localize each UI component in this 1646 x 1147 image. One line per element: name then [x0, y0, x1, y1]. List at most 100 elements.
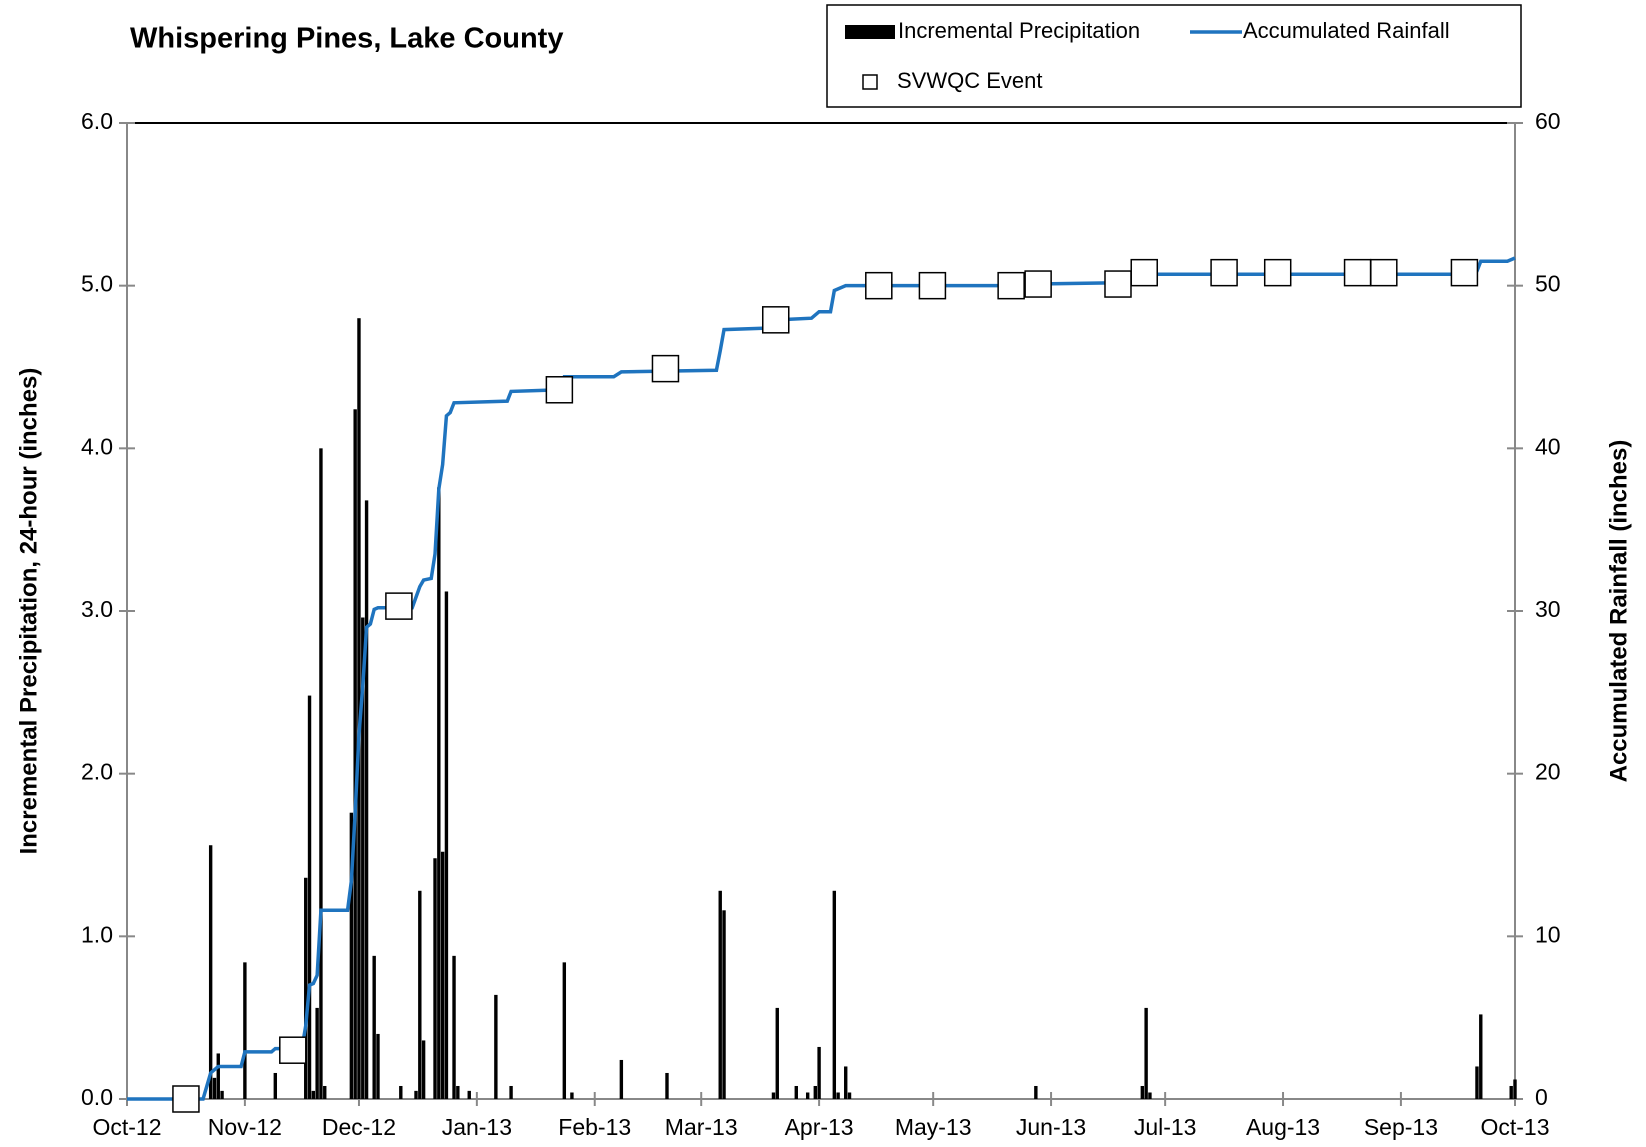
- marker: [918, 271, 947, 300]
- marker: [385, 592, 413, 620]
- bar: [399, 1085, 403, 1099]
- legend-swatch: [862, 74, 878, 90]
- bar: [220, 1090, 224, 1099]
- marker: [1370, 258, 1398, 287]
- bar: [304, 877, 308, 1099]
- marker: [761, 306, 790, 334]
- bar: [813, 1085, 817, 1099]
- bar: [353, 409, 357, 1099]
- legend-box: [826, 4, 1522, 108]
- bar: [437, 487, 441, 1100]
- x-tick-label: Oct-12: [92, 1114, 161, 1140]
- bar: [273, 1072, 278, 1099]
- bar: [619, 1059, 624, 1099]
- bar: [722, 910, 726, 1099]
- bar: [216, 1053, 220, 1099]
- bar: [718, 890, 722, 1099]
- legend-label: Accumulated Rainfall: [1243, 18, 1450, 43]
- chart-title: Whispering Pines, Lake County: [130, 23, 563, 55]
- x-tick-label: Jun-13: [1016, 1114, 1086, 1140]
- y-tick-label: 6.0: [81, 108, 113, 134]
- y2-tick-label: 10: [1535, 921, 1561, 947]
- y-tick-label: 2.0: [81, 759, 113, 785]
- marker: [997, 271, 1025, 300]
- y-tick-label: 5.0: [81, 271, 113, 297]
- bar: [212, 1077, 217, 1099]
- y2-tick-label: 40: [1535, 433, 1561, 459]
- bar: [1513, 1079, 1517, 1099]
- bar: [323, 1085, 327, 1099]
- bar: [452, 955, 456, 1099]
- y2-axis-title: Accumulated Rainfall (inches): [1605, 440, 1632, 783]
- bar: [817, 1046, 821, 1099]
- x-tick-label: Apr-13: [785, 1114, 854, 1140]
- marker: [865, 271, 893, 300]
- bar: [1034, 1085, 1038, 1099]
- x-tick-label: Mar-13: [665, 1114, 738, 1140]
- bar: [467, 1090, 471, 1099]
- bar: [665, 1072, 669, 1099]
- bar: [771, 1092, 776, 1099]
- legend-label: SVWQC Event: [897, 68, 1042, 93]
- y2-tick-label: 30: [1535, 596, 1561, 622]
- marker: [1343, 258, 1372, 287]
- y-tick-label: 1.0: [81, 921, 113, 947]
- legend-swatch: [845, 25, 895, 39]
- marker: [1024, 270, 1052, 298]
- marker: [172, 1085, 200, 1113]
- bar: [349, 812, 354, 1099]
- x-tick-label: Aug-13: [1246, 1114, 1320, 1140]
- x-tick-label: Oct-13: [1480, 1114, 1549, 1140]
- x-tick-label: Sep-13: [1364, 1114, 1438, 1140]
- y2-tick-label: 60: [1535, 108, 1561, 134]
- bar: [1140, 1085, 1145, 1099]
- y-tick-label: 4.0: [81, 433, 113, 459]
- bar: [357, 318, 361, 1099]
- bar: [844, 1066, 848, 1099]
- bar: [414, 1090, 418, 1099]
- bar: [509, 1085, 513, 1099]
- y-axis-title: Incremental Precipitation, 24-hour (inch…: [15, 368, 42, 855]
- bar: [562, 962, 567, 1099]
- marker: [1210, 258, 1238, 287]
- bar: [307, 695, 312, 1099]
- y2-tick-label: 20: [1535, 759, 1561, 785]
- bar: [421, 1040, 426, 1099]
- legend-label: Incremental Precipitation: [898, 18, 1140, 43]
- bar: [1144, 1007, 1148, 1099]
- marker: [545, 376, 574, 404]
- line: [127, 256, 1516, 1101]
- bar: [847, 1092, 852, 1099]
- y2-tick-label: 50: [1535, 271, 1561, 297]
- bar: [418, 890, 422, 1099]
- y2-tick-label: 0: [1535, 1084, 1548, 1110]
- marker: [1450, 258, 1479, 287]
- bar: [794, 1085, 798, 1099]
- bar: [372, 955, 376, 1099]
- x-tick-label: Dec-12: [322, 1114, 396, 1140]
- marker: [279, 1036, 307, 1064]
- y-tick-label: 0.0: [81, 1084, 113, 1110]
- y-tick-label: 3.0: [81, 596, 113, 622]
- bar: [444, 591, 449, 1099]
- marker: [651, 354, 680, 383]
- x-tick-label: Nov-12: [208, 1114, 282, 1140]
- bar: [315, 1007, 319, 1099]
- bar: [1509, 1085, 1513, 1099]
- bar: [832, 890, 837, 1099]
- bar: [361, 617, 365, 1099]
- bar: [319, 448, 323, 1099]
- x-tick-label: Jul-13: [1134, 1114, 1197, 1140]
- bar: [311, 1090, 316, 1099]
- bar: [456, 1085, 460, 1099]
- bar: [836, 1092, 840, 1099]
- bar: [775, 1007, 779, 1099]
- bar: [243, 962, 247, 1099]
- x-tick-label: Feb-13: [558, 1114, 631, 1140]
- bar: [208, 845, 213, 1099]
- bar: [570, 1092, 574, 1099]
- bar: [494, 994, 498, 1099]
- bar: [440, 851, 445, 1099]
- marker: [1130, 258, 1158, 287]
